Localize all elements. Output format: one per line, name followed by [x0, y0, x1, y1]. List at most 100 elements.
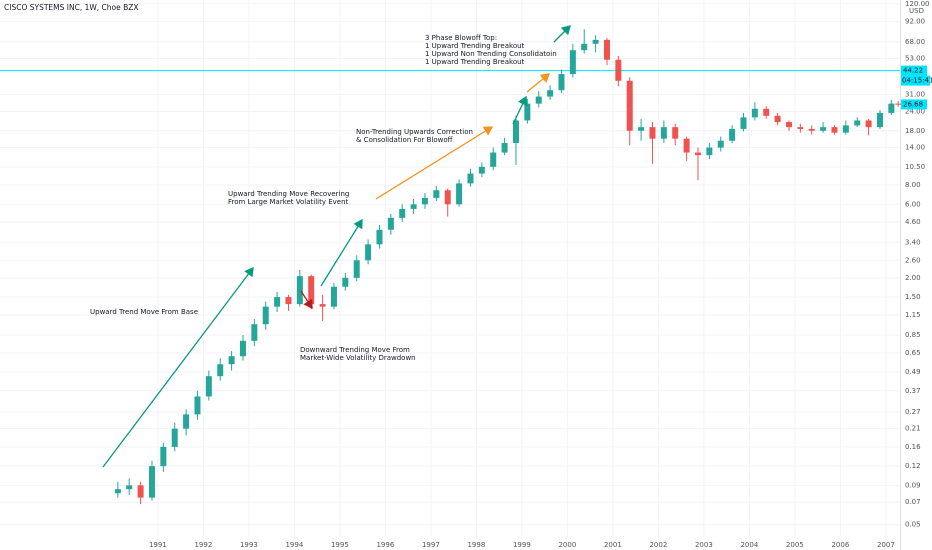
candle-body: [319, 304, 326, 307]
last-price-label: 26.68: [903, 100, 923, 108]
candle-body: [876, 112, 883, 128]
y-tick-label: 14.00: [905, 144, 925, 152]
y-tick-label: 68.00: [905, 38, 925, 46]
candle-body: [729, 128, 736, 141]
candle-body: [478, 166, 485, 174]
annotation: Upward Trend Move From Base: [90, 308, 198, 316]
y-tick-label: 3.40: [905, 238, 921, 246]
y-tick-label: 92.00: [905, 18, 925, 26]
candle-body: [444, 190, 451, 205]
annotation: 3 Phase Blowoff Top:: [425, 34, 497, 42]
y-tick-label: 8.00: [905, 181, 921, 189]
x-tick-label: 1996: [376, 541, 394, 549]
candle-body: [114, 489, 121, 494]
x-tick-label: 1999: [513, 541, 531, 549]
y-tick-label: 6.00: [905, 200, 921, 208]
arrow: [375, 126, 494, 200]
x-tick-label: 1997: [422, 541, 440, 549]
annotation: 1 Upward Trending Breakout: [425, 58, 525, 66]
y-tick-label: 53.00: [905, 54, 925, 62]
candle-body: [262, 306, 269, 325]
candle-body: [535, 96, 542, 104]
candle-body: [148, 466, 155, 498]
x-tick-label: 1994: [285, 541, 303, 549]
x-tick-label: 1991: [149, 541, 167, 549]
candle-body: [895, 103, 902, 105]
x-tick-label: 1995: [331, 541, 349, 549]
candle-body: [751, 108, 758, 118]
annotation: & Consolidation For Blowoff: [356, 136, 453, 144]
candle-body: [694, 152, 701, 156]
candle-body: [376, 229, 383, 245]
candle-body: [228, 356, 235, 365]
annotation: 1 Upward Trending Breakout: [425, 42, 525, 50]
y-tick-label: 24.00: [905, 108, 925, 116]
candle-body: [615, 59, 622, 81]
candle-body: [365, 244, 372, 261]
candle-body: [353, 260, 360, 278]
annotation: Market-Wide Volatility Drawdown: [300, 354, 416, 362]
y-tick-label: 0.05: [905, 521, 921, 529]
candle-body: [717, 140, 724, 148]
y-tick-label: 0.12: [905, 462, 921, 470]
x-tick-label: 2001: [604, 541, 622, 549]
candle-body: [842, 125, 849, 133]
y-tick-label: 2.00: [905, 274, 921, 282]
candle-body: [467, 173, 474, 184]
arrows: [102, 25, 571, 468]
arrow: [300, 290, 313, 310]
y-tick-label: 0.85: [905, 331, 921, 339]
y-tick-label: 4.60: [905, 218, 921, 226]
candle-body: [569, 50, 576, 75]
y-tick-label: 0.65: [905, 349, 921, 357]
x-tick-label: 2003: [695, 541, 713, 549]
candle-body: [808, 128, 815, 131]
countdown-label: 04:15:41: [902, 77, 932, 85]
y-tick-label: 1.15: [905, 311, 921, 319]
candle-body: [774, 115, 781, 123]
arrow: [553, 25, 571, 43]
candle-body: [649, 127, 656, 139]
candle-body: [433, 190, 440, 198]
candle-body: [274, 297, 281, 307]
candle-body: [421, 197, 428, 205]
y-tick-label: 120.00: [905, 0, 930, 8]
candle-body: [592, 39, 599, 44]
candle-body: [285, 297, 292, 305]
candle-body: [524, 103, 531, 121]
candle-body: [831, 127, 838, 133]
candle-body: [512, 120, 519, 143]
candle-body: [296, 276, 303, 305]
candle-body: [205, 376, 212, 397]
price-line-badge: [901, 65, 927, 76]
candle-body: [456, 183, 463, 205]
y-tick-label: 0.27: [905, 408, 921, 416]
x-tick-label: 2000: [558, 541, 576, 549]
annotation: Upward Trending Move Recovering: [228, 190, 349, 198]
x-tick-label: 2004: [740, 541, 758, 549]
x-tick-label: 2007: [877, 541, 895, 549]
x-tick-label: 2005: [786, 541, 804, 549]
y-tick-label: 31.00: [905, 90, 925, 98]
candle-body: [330, 286, 337, 307]
candle-body: [183, 414, 190, 429]
candles: [114, 29, 902, 505]
labels: 120.00 92.00 68.00 53.00 31.00 24.00 18.00 14.0…: [90, 0, 932, 549]
y-tick-label: 0.16: [905, 443, 921, 451]
candle-body: [410, 204, 417, 209]
x-tick-label: 1998: [467, 541, 485, 549]
y-tick-label: 1.50: [905, 293, 921, 301]
countdown-badge: [901, 75, 930, 86]
candle-body: [763, 108, 770, 116]
candle-body: [865, 120, 872, 128]
candle-body: [160, 446, 167, 467]
candle-body: [501, 142, 508, 153]
arrow: [102, 266, 254, 468]
annotation: 1 Upward Non Trending Consolidatoin: [425, 50, 557, 58]
candle-body: [490, 152, 497, 167]
arrow: [320, 218, 363, 287]
arrow: [512, 95, 528, 125]
grid: [0, 0, 901, 550]
y-tick-label: 0.09: [905, 481, 921, 489]
